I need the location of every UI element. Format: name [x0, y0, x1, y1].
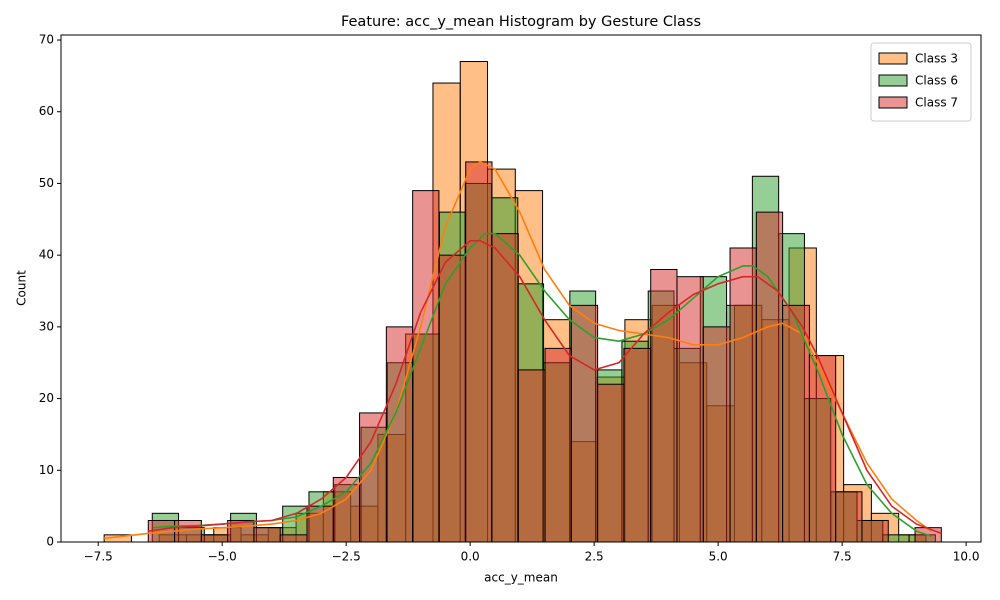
histogram-bar: [755, 211, 784, 543]
legend-swatch: [878, 74, 908, 87]
legend-swatch: [878, 96, 908, 109]
y-axis-label: Count: [15, 270, 29, 306]
histogram-bar: [385, 326, 414, 543]
y-tick-label: 30: [39, 319, 54, 333]
histogram-bar: [702, 326, 731, 543]
histogram-bar: [412, 190, 440, 543]
legend-label: Class 3: [915, 52, 958, 66]
histogram-bar: [676, 276, 704, 543]
y-tick-label: 10: [39, 463, 54, 477]
histogram-bar: [835, 491, 863, 543]
histogram-bar: [544, 347, 572, 543]
x-tick-label: −2.5: [332, 550, 361, 564]
histogram-bar: [306, 505, 334, 543]
x-tick-label: −5.0: [208, 550, 237, 564]
x-tick-label: 0.0: [461, 550, 480, 564]
plot-frame: [60, 34, 982, 543]
x-tick-label: 2.5: [585, 550, 604, 564]
y-tick-label: 20: [39, 391, 54, 405]
histogram-bar: [465, 161, 493, 543]
histogram-bar: [253, 527, 281, 543]
histogram-bar: [438, 254, 467, 543]
x-axis-label: acc_y_mean: [484, 571, 558, 585]
x-tick-label: 10.0: [953, 550, 980, 564]
kde-line: [152, 232, 932, 538]
legend-label: Class 6: [915, 74, 958, 88]
histogram-bar: [359, 412, 387, 543]
histogram-bar: [623, 347, 652, 543]
histogram-bar: [597, 383, 625, 543]
histogram-bar: [808, 355, 837, 543]
x-tick-label: 7.5: [833, 550, 852, 564]
histogram-bar: [491, 233, 519, 543]
x-tick-label: −7.5: [84, 550, 113, 564]
y-tick-label: 40: [39, 248, 54, 262]
histogram-bar: [782, 304, 810, 543]
x-tick-label: 5.0: [709, 550, 728, 564]
y-tick-label: 70: [39, 33, 54, 47]
kde-line: [147, 240, 942, 535]
legend-label: Class 7: [915, 96, 958, 110]
y-tick-label: 50: [39, 176, 54, 190]
histogram-bar: [650, 268, 678, 543]
legend-swatch: [878, 52, 908, 65]
histogram-bar: [729, 247, 757, 543]
histogram-bar: [861, 519, 889, 543]
y-tick-label: 60: [39, 104, 54, 118]
y-tick-label: 0: [46, 535, 54, 549]
histogram-bar: [279, 534, 308, 543]
chart-title: Feature: acc_y_mean Histogram by Gesture…: [341, 14, 701, 30]
histogram-bar: [517, 369, 546, 543]
histogram-bar: [200, 534, 229, 543]
histogram-bar: [570, 304, 599, 543]
